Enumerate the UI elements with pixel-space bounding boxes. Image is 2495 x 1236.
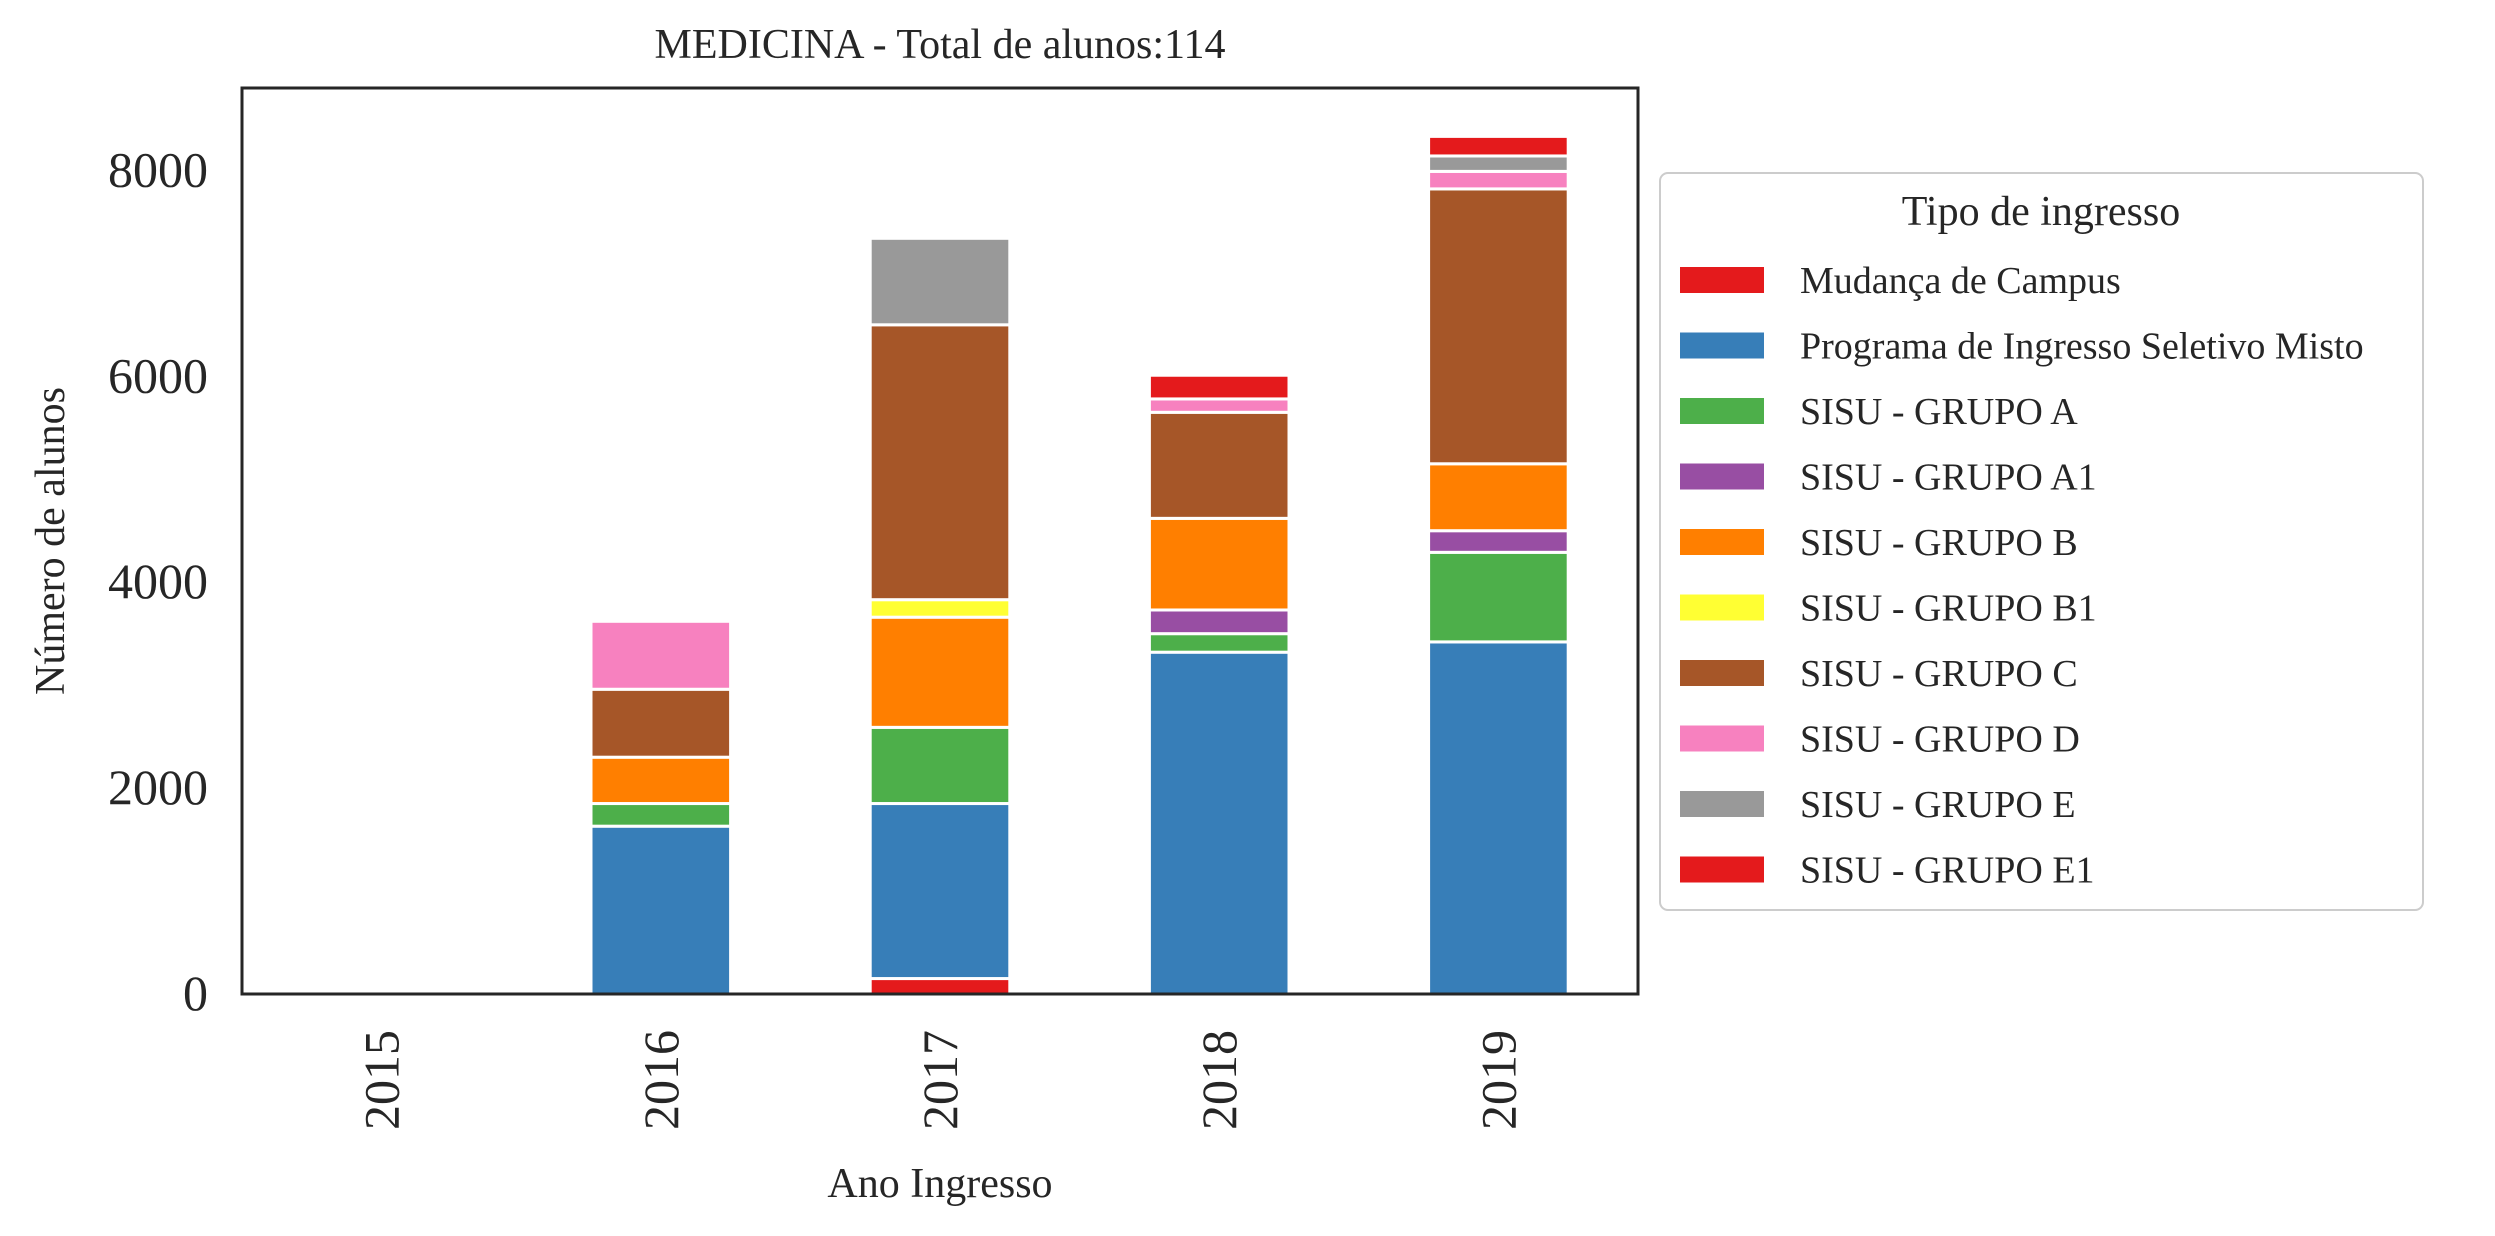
legend-swatch (1680, 791, 1764, 817)
x-axis-label: Ano Ingresso (827, 1161, 1052, 1207)
bar-segment (1147, 397, 1291, 414)
y-tick-label: 4000 (108, 553, 208, 609)
legend-swatch (1680, 594, 1764, 621)
bar-segment (1427, 134, 1570, 158)
bar-segment (1147, 373, 1291, 401)
legend-swatch (1680, 660, 1764, 686)
bar-segment (589, 687, 733, 759)
legend-entry-label: SISU - GRUPO E1 (1800, 850, 2095, 892)
legend-frame (1659, 172, 2424, 911)
bar-segment (1427, 550, 1570, 644)
legend-entry-label: SISU - GRUPO B1 (1800, 588, 2097, 630)
legend: Tipo de ingresso Mudança de Campus Progra… (1659, 172, 2424, 911)
bar-segment (1427, 169, 1570, 191)
bar-segment (1147, 410, 1291, 520)
y-tick-label: 0 (183, 965, 208, 1021)
bar-segment (1147, 608, 1291, 636)
bar-segment (589, 824, 733, 996)
chart-title: MEDICINA - Total de alunos:114 (655, 22, 1226, 68)
legend-entry-label: SISU - GRUPO D (1800, 719, 2080, 761)
bar-segment (868, 725, 1012, 806)
y-axis: 0 2000 4000 6000 8000 (108, 141, 208, 1021)
legend-swatch (1680, 856, 1764, 883)
legend-swatch (1680, 529, 1764, 555)
bar-segment (868, 323, 1012, 602)
y-tick-label: 8000 (108, 141, 208, 197)
bar-segment (868, 977, 1012, 996)
bar-segment (589, 802, 733, 828)
legend-entry-label: SISU - GRUPO B (1800, 522, 2078, 564)
bar-segment (1427, 529, 1570, 554)
legend-swatch (1680, 267, 1764, 293)
legend-entry-label: Mudança de Campus (1800, 260, 2121, 302)
plot-frame (240, 86, 1640, 996)
bar-segment (868, 598, 1012, 619)
y-axis-label: Número de alunos (28, 387, 74, 695)
bar-segment (1147, 516, 1291, 612)
bar-segment (868, 236, 1012, 327)
x-tick-label: 2018 (1191, 1030, 1247, 1130)
legend-entry-label: Programa de Ingresso Seletivo Misto (1800, 326, 2364, 368)
bar-segment (868, 802, 1012, 981)
bar-segment (589, 755, 733, 806)
legend-entry-label: SISU - GRUPO A1 (1800, 457, 2097, 499)
bar-segment (1427, 187, 1570, 466)
legend-title: Tipo de ingresso (1902, 189, 2180, 235)
bar-segment (1427, 154, 1570, 173)
y-tick-label: 2000 (108, 759, 208, 815)
legend-entry-label: SISU - GRUPO E (1800, 784, 2076, 826)
bars-layer (589, 134, 1570, 996)
legend-entry-label: SISU - GRUPO A (1800, 391, 2078, 433)
bar-segment (1427, 640, 1570, 996)
bar-segment (868, 615, 1012, 729)
x-tick-label: 2019 (1470, 1030, 1526, 1130)
legend-swatch (1680, 463, 1764, 490)
legend-swatch (1680, 332, 1764, 359)
x-tick-label: 2016 (633, 1030, 689, 1130)
bar-segment (589, 619, 733, 691)
x-tick-label: 2015 (354, 1030, 410, 1130)
x-tick-label: 2017 (912, 1030, 968, 1130)
bar-segment (1147, 650, 1291, 996)
legend-swatch (1680, 398, 1764, 424)
bar-segment (1427, 462, 1570, 533)
legend-swatch (1680, 725, 1764, 752)
legend-entry-label: SISU - GRUPO C (1800, 653, 2078, 695)
x-axis: 2015 2016 2017 2018 2019 (354, 1030, 1527, 1130)
y-tick-label: 6000 (108, 347, 208, 403)
bar-segment (1147, 632, 1291, 654)
